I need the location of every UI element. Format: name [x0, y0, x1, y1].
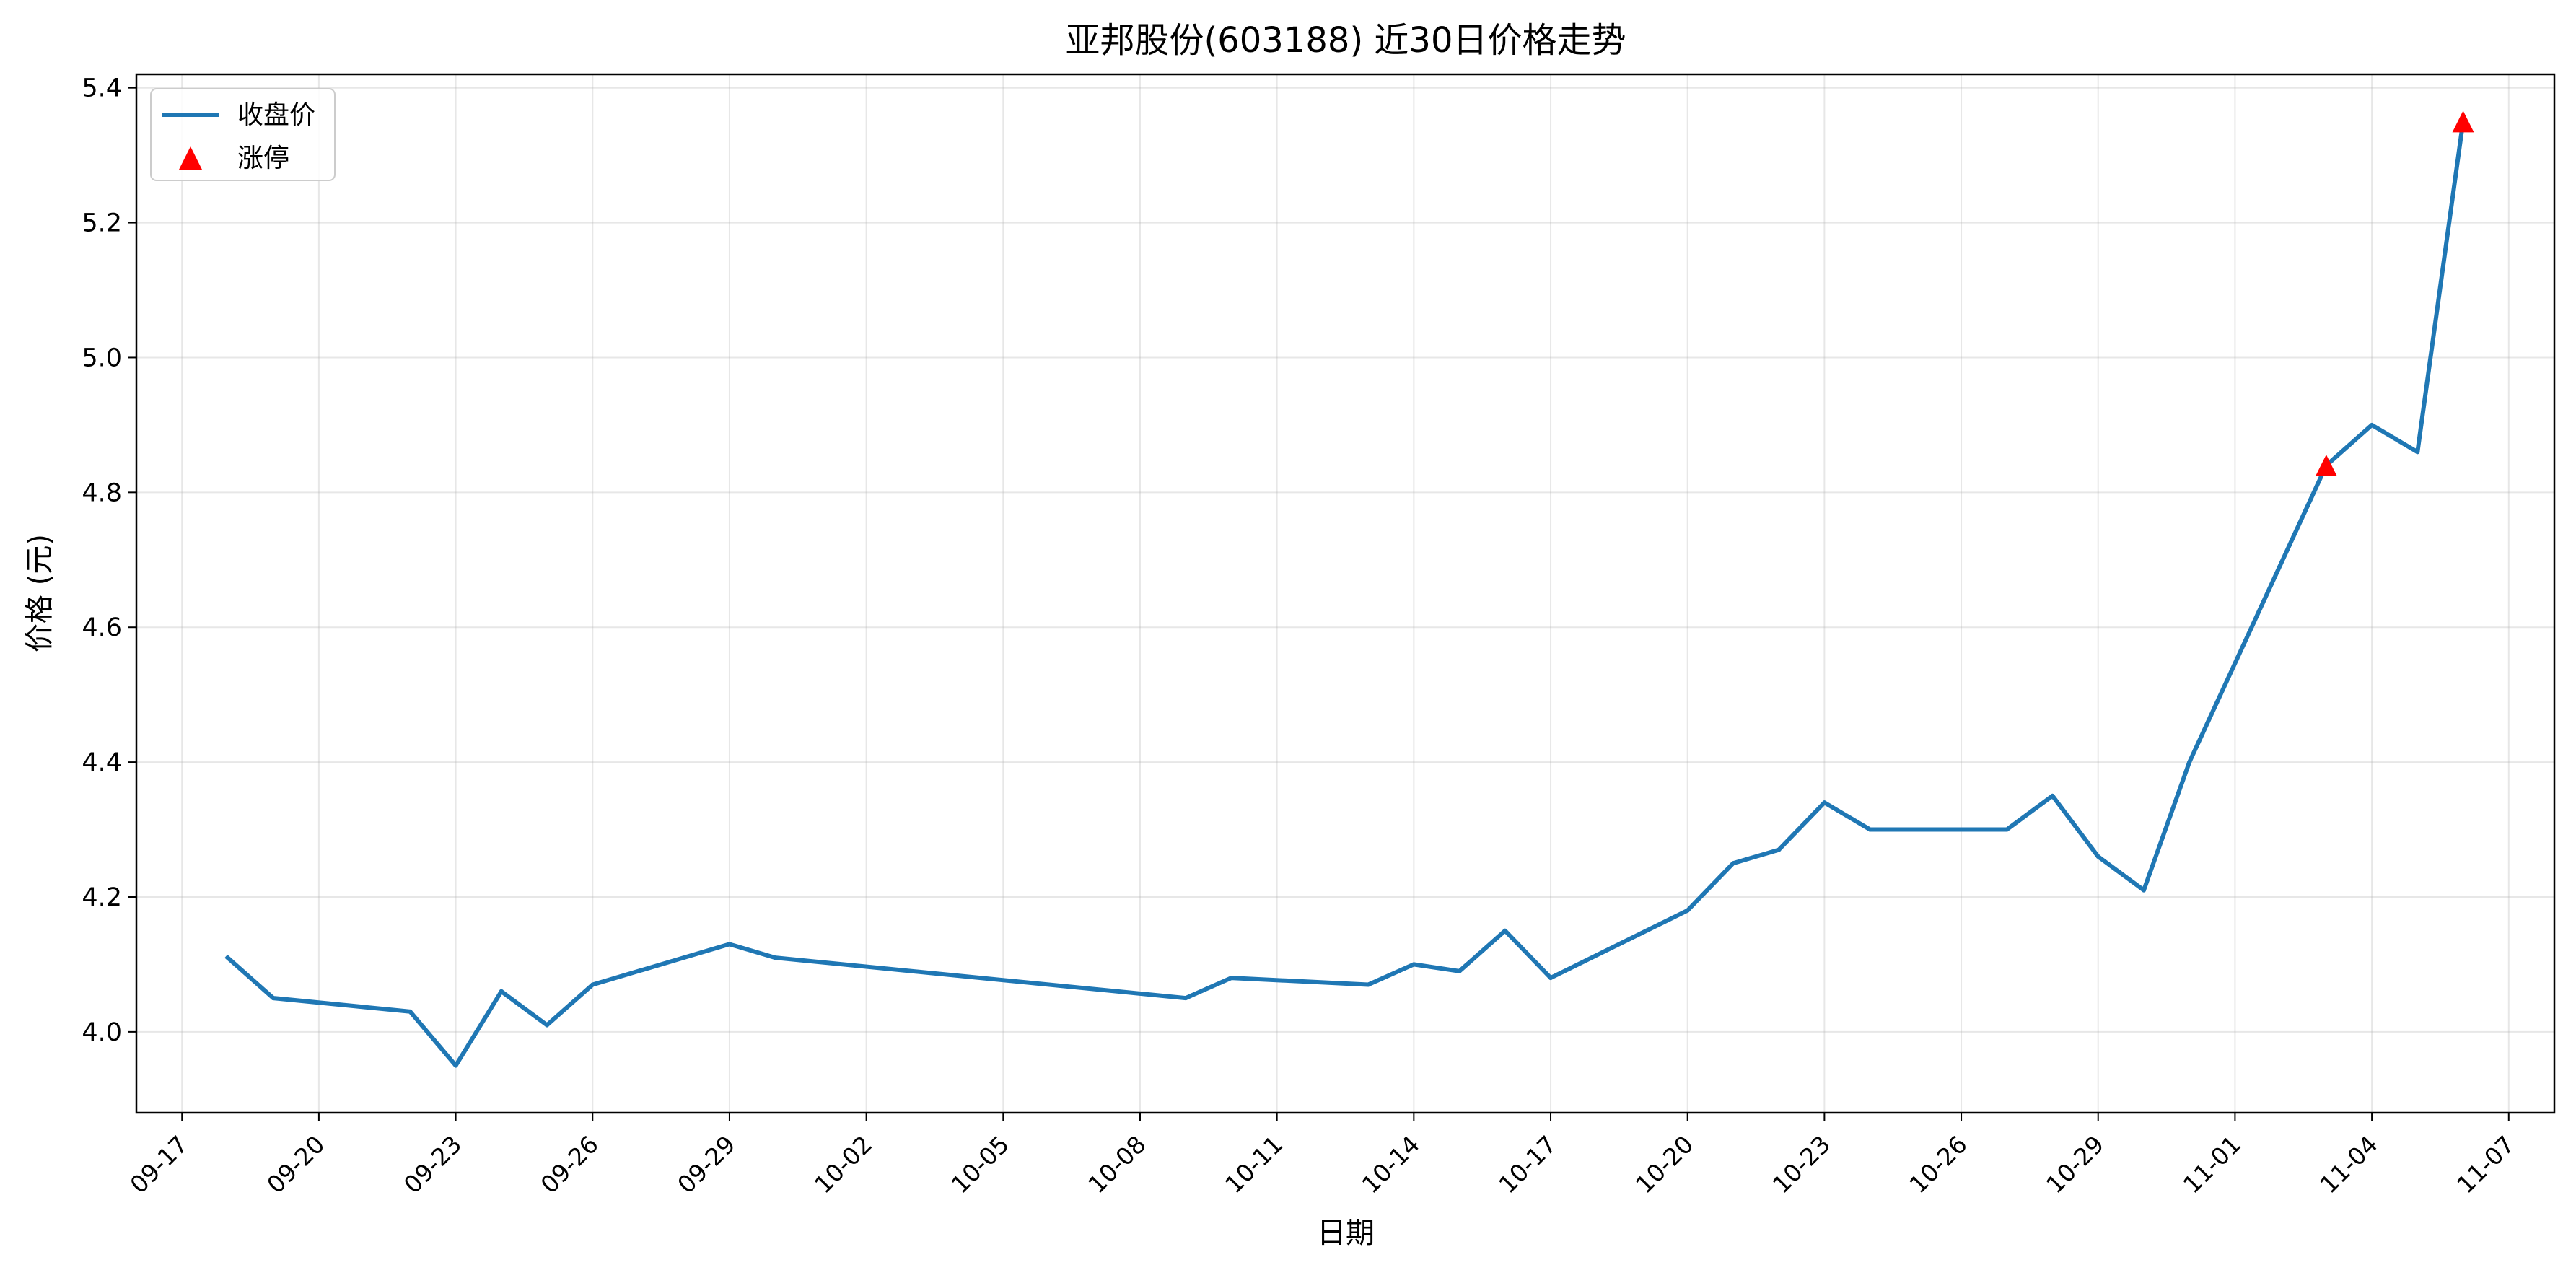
legend-label: 收盘价	[237, 100, 315, 130]
close-price-point	[1822, 800, 1827, 805]
y-tick-label: 4.2	[82, 883, 122, 912]
y-axis-label: 价格 (元)	[23, 534, 56, 652]
x-tick-label: 10-29	[2041, 1130, 2109, 1199]
y-tick-label: 4.6	[82, 613, 122, 642]
limit-up-marker	[2315, 454, 2337, 476]
close-price-point	[590, 982, 595, 987]
close-price-line	[224, 119, 2466, 1068]
legend-triangle-swatch	[179, 146, 202, 170]
x-tick-label: 10-23	[1767, 1130, 1836, 1199]
close-price-point	[1457, 968, 1462, 973]
y-tick-label: 4.0	[82, 1018, 122, 1047]
close-price-point	[408, 1009, 413, 1014]
x-tick-label: 11-07	[2451, 1130, 2520, 1199]
close-price-point	[1229, 976, 1234, 981]
close-price-point	[1867, 827, 1872, 832]
x-axis-label: 日期	[1317, 1217, 1375, 1250]
close-price-point	[1685, 908, 1690, 913]
y-tick-label: 4.8	[82, 478, 122, 507]
legend-box	[150, 88, 336, 181]
plot-frame	[135, 73, 2556, 1114]
x-tick-label: 11-01	[2178, 1130, 2246, 1199]
close-price-point	[1730, 861, 1735, 866]
close-price-point	[499, 989, 504, 994]
close-price-point	[2005, 827, 2010, 832]
close-price-point	[1502, 928, 1507, 933]
x-tick-label: 10-17	[1493, 1130, 1561, 1199]
x-tick-label: 09-17	[125, 1130, 193, 1199]
x-tick-label: 10-02	[809, 1130, 877, 1199]
close-price-point	[545, 1023, 550, 1028]
x-tick-label: 10-05	[946, 1130, 1015, 1199]
x-tick-label: 10-11	[1219, 1130, 1288, 1199]
close-price-point	[1366, 982, 1371, 987]
x-tick-label: 10-14	[1357, 1130, 1425, 1199]
close-price-point	[727, 942, 732, 947]
x-tick-label: 09-20	[261, 1130, 330, 1199]
y-tick-label: 5.2	[82, 209, 122, 238]
y-tick-label: 4.4	[82, 748, 122, 777]
close-price-point	[1548, 976, 1554, 981]
close-price-point	[453, 1063, 458, 1068]
x-tick-label: 09-23	[398, 1130, 467, 1199]
close-price-point	[225, 955, 230, 960]
close-price-point	[2187, 760, 2192, 765]
x-tick-label: 09-29	[672, 1130, 740, 1199]
x-tick-label: 09-26	[535, 1130, 604, 1199]
close-price-point	[2141, 888, 2146, 893]
series-layer	[224, 110, 2474, 1068]
y-tick-label: 5.4	[82, 74, 122, 103]
axes: 09-17 09-20 09-23 09-26 09-29 10-02 10-05 10-08…	[82, 73, 2556, 1199]
x-tick-label: 10-20	[1630, 1130, 1699, 1199]
close-price-point	[1183, 996, 1188, 1001]
close-price-point	[2095, 854, 2100, 859]
close-price-point	[1411, 962, 1416, 967]
close-price-point	[271, 996, 276, 1001]
grid-lines	[136, 74, 2554, 1113]
close-price-point	[2050, 793, 2055, 798]
close-price-point	[773, 955, 778, 960]
x-tick-label: 10-26	[1903, 1130, 1972, 1199]
chart-title: 亚邦股份(603188) 近30日价格走势	[1065, 20, 1626, 61]
close-price-point	[2415, 450, 2420, 455]
close-price-point	[2370, 422, 2375, 427]
x-tick-label: 11-04	[2314, 1130, 2383, 1199]
x-tick-label: 10-08	[1082, 1130, 1151, 1199]
limit-up-marker	[2452, 110, 2474, 133]
close-price-point	[1777, 847, 1782, 852]
y-tick-label: 5.0	[82, 343, 122, 372]
legend-label: 涨停	[237, 144, 289, 173]
